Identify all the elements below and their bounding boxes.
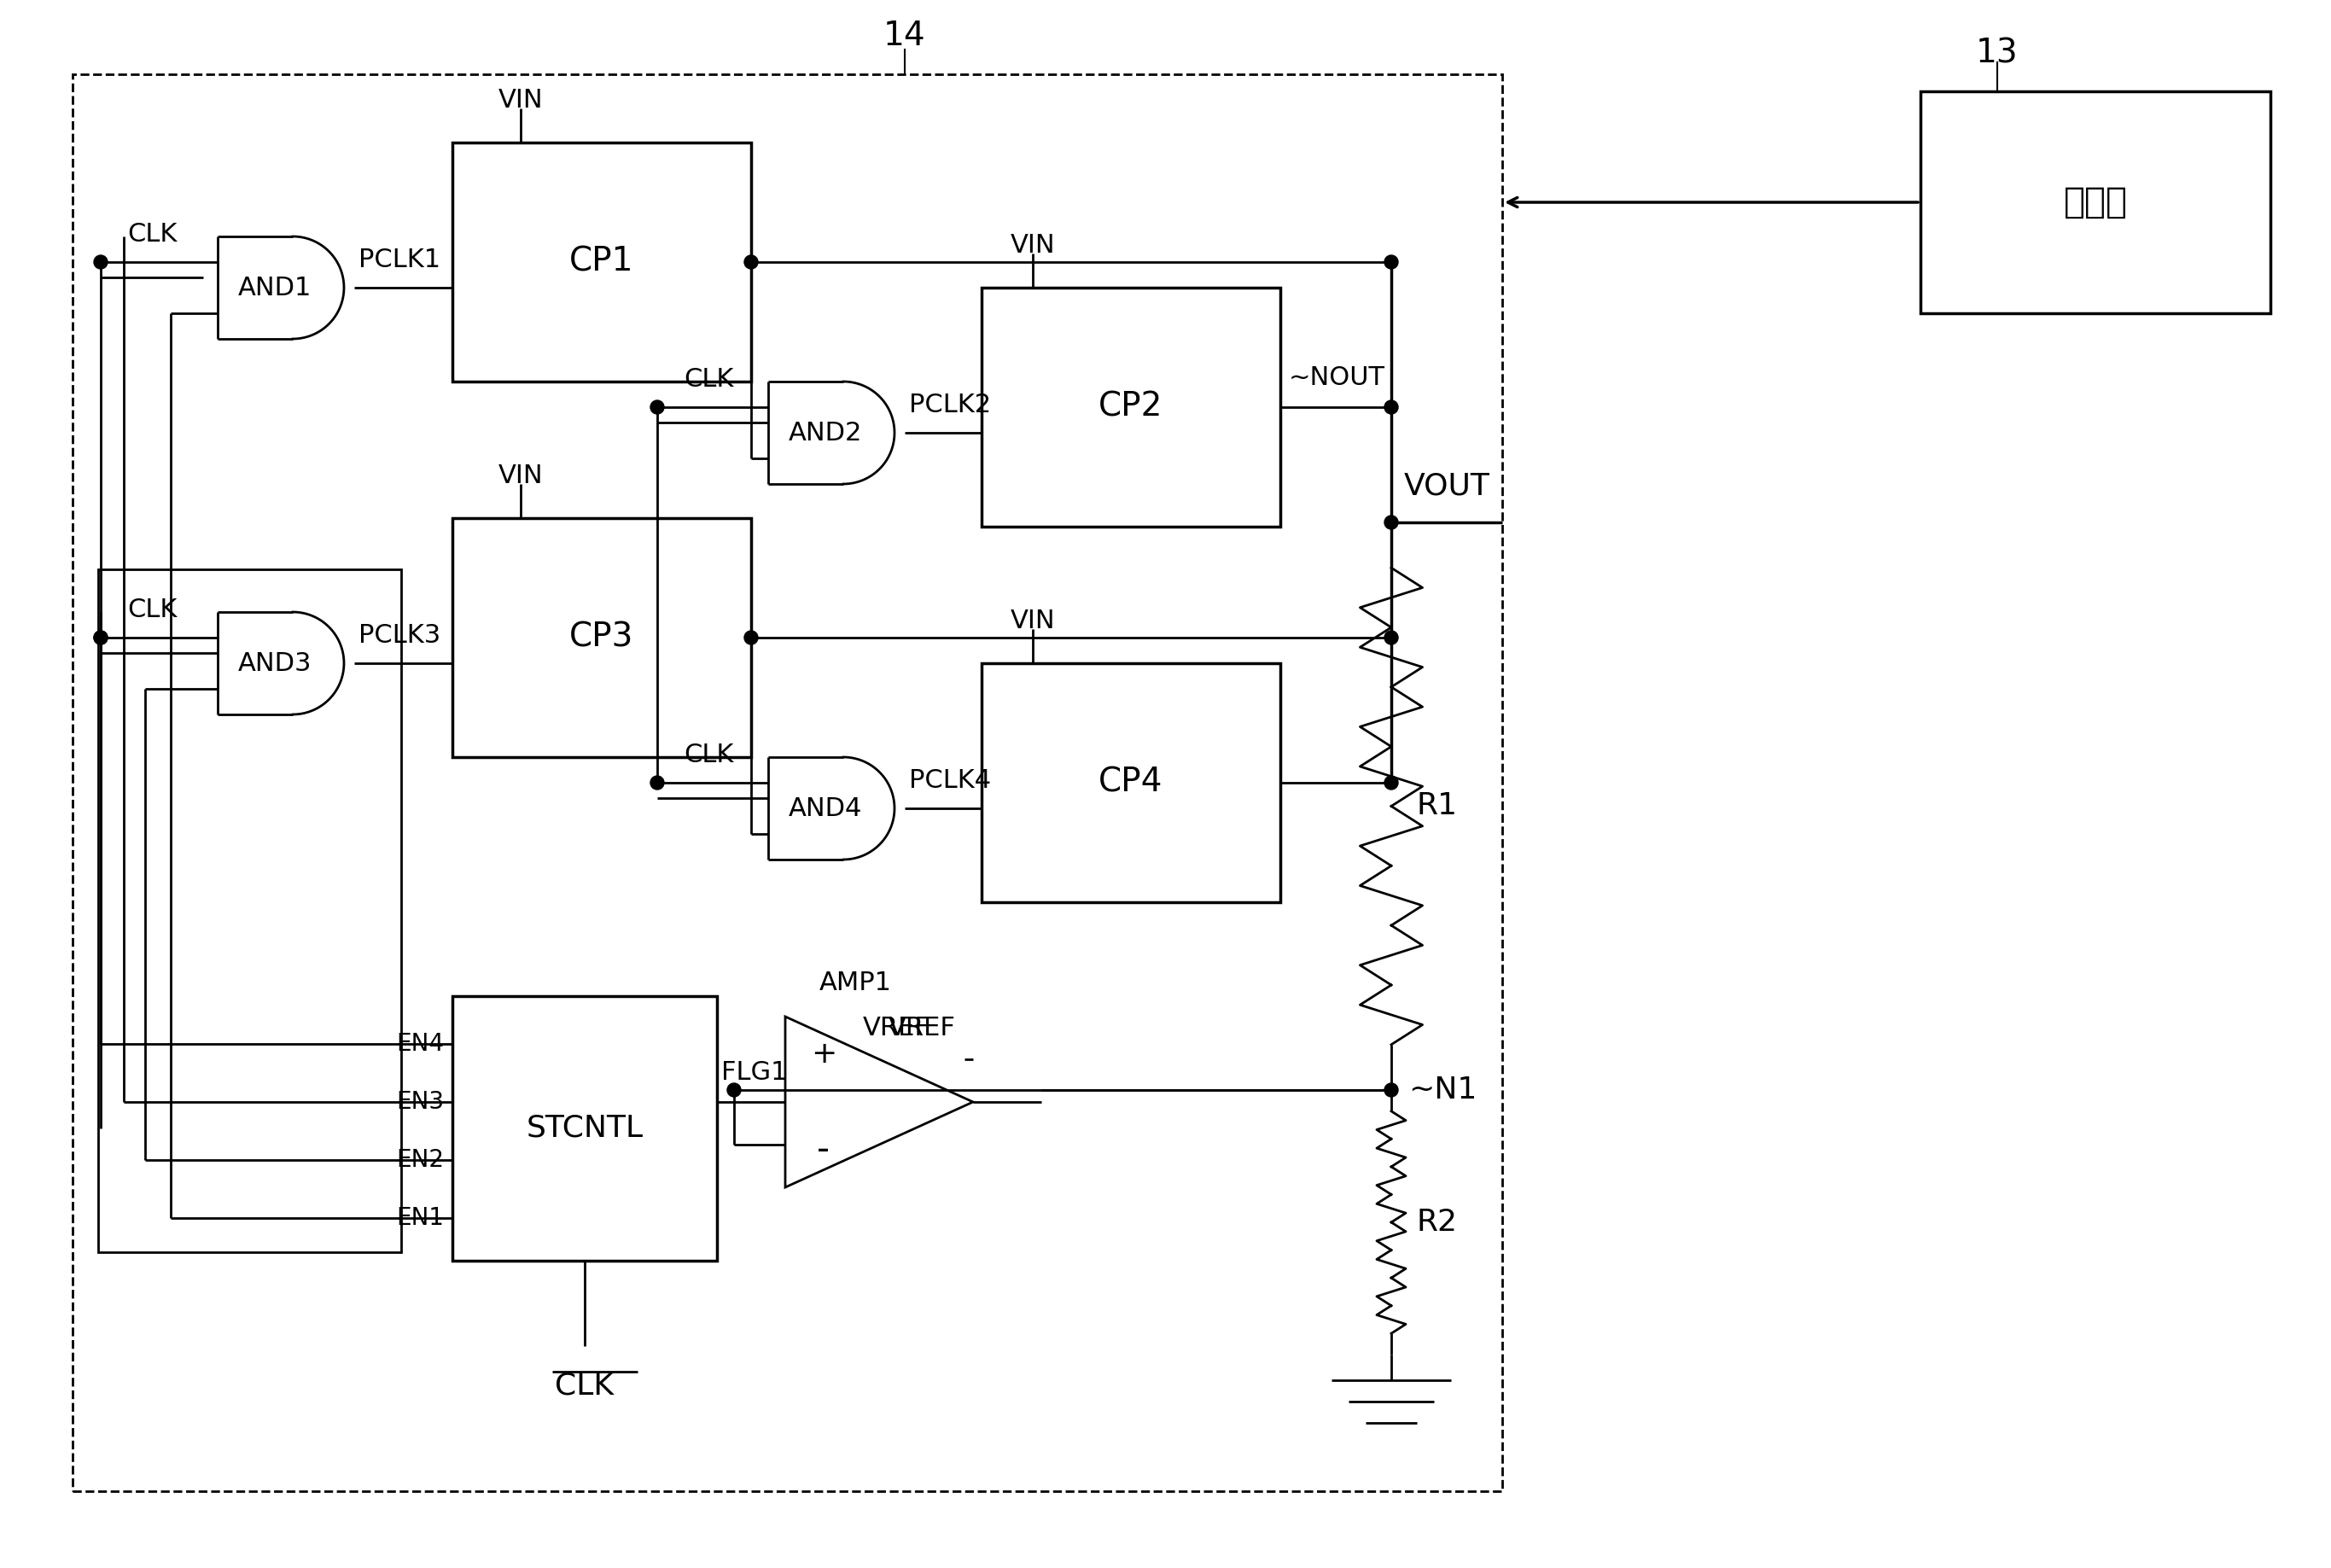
Text: CLK: CLK: [126, 597, 177, 622]
Circle shape: [744, 256, 758, 268]
Text: VREF: VREF: [888, 1016, 956, 1041]
Text: CP4: CP4: [1098, 767, 1163, 800]
Text: AND4: AND4: [788, 797, 862, 820]
Text: ~NOUT: ~NOUT: [1289, 365, 1385, 390]
Text: CLK: CLK: [683, 743, 734, 767]
Text: PCLK3: PCLK3: [359, 622, 441, 648]
Text: VREF: VREF: [862, 1016, 930, 1041]
Text: VIN: VIN: [499, 463, 543, 488]
Circle shape: [1385, 516, 1399, 530]
Bar: [981, 663, 1280, 902]
Circle shape: [727, 1083, 741, 1098]
Text: AND3: AND3: [238, 651, 312, 676]
Bar: [452, 996, 718, 1261]
Bar: [1921, 91, 2270, 314]
Text: VIN: VIN: [499, 88, 543, 113]
Text: +: +: [811, 1040, 837, 1069]
Text: VOUT: VOUT: [1403, 472, 1490, 502]
Text: AND1: AND1: [238, 276, 312, 299]
Bar: [452, 143, 751, 381]
Circle shape: [93, 256, 107, 268]
Text: R1: R1: [1417, 792, 1457, 820]
Text: CP1: CP1: [569, 246, 634, 278]
Circle shape: [1385, 630, 1399, 644]
Text: AMP1: AMP1: [821, 971, 893, 996]
Text: PCLK4: PCLK4: [909, 768, 991, 793]
Text: FLG1: FLG1: [720, 1060, 788, 1085]
Text: EN3: EN3: [396, 1090, 443, 1113]
Circle shape: [1385, 776, 1399, 790]
Text: CP3: CP3: [569, 621, 634, 654]
Circle shape: [1385, 1083, 1399, 1098]
Text: ~N1: ~N1: [1408, 1076, 1478, 1104]
Text: CP2: CP2: [1098, 390, 1163, 423]
Bar: [98, 569, 401, 1253]
Circle shape: [650, 776, 664, 790]
Bar: [452, 517, 751, 757]
Bar: [981, 287, 1280, 527]
Text: PCLK2: PCLK2: [909, 392, 991, 417]
Circle shape: [744, 630, 758, 644]
Text: CLK: CLK: [555, 1372, 613, 1400]
Text: CLK: CLK: [683, 367, 734, 392]
Circle shape: [650, 400, 664, 414]
Text: EN2: EN2: [396, 1148, 443, 1173]
Text: 定序器: 定序器: [2063, 185, 2128, 220]
Text: VIN: VIN: [1009, 608, 1056, 633]
Text: AND2: AND2: [788, 420, 862, 445]
Text: 14: 14: [883, 20, 925, 52]
Text: EN4: EN4: [396, 1032, 443, 1055]
Text: 13: 13: [1977, 36, 2019, 69]
Text: EN1: EN1: [396, 1206, 443, 1231]
Bar: [72, 74, 1501, 1491]
Circle shape: [1385, 256, 1399, 268]
Text: STCNTL: STCNTL: [527, 1113, 643, 1143]
Text: -: -: [818, 1132, 830, 1168]
Circle shape: [93, 630, 107, 644]
Circle shape: [1385, 400, 1399, 414]
Text: R2: R2: [1417, 1207, 1457, 1237]
Text: PCLK1: PCLK1: [359, 248, 441, 273]
Text: VIN: VIN: [1009, 232, 1056, 257]
Text: CLK: CLK: [126, 223, 177, 246]
Circle shape: [93, 630, 107, 644]
